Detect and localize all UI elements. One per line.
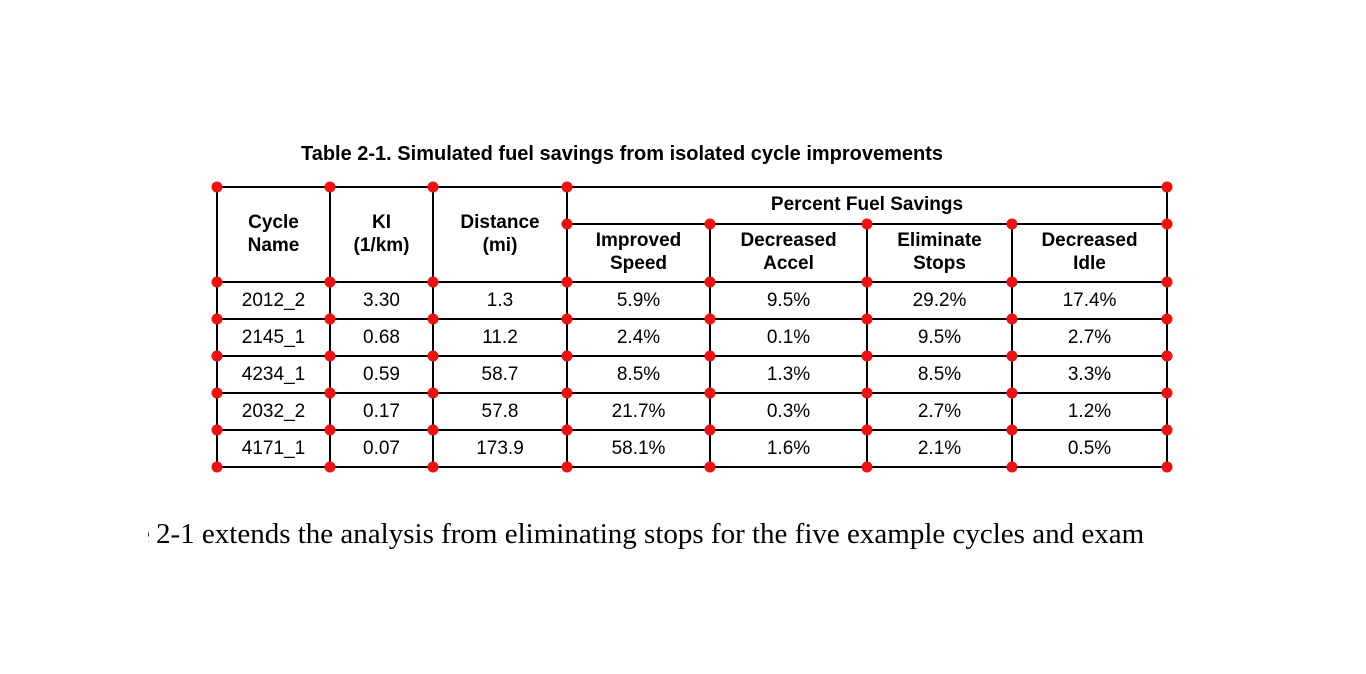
body-text: 2-1 extends the analysis from eliminatin… xyxy=(156,518,1145,550)
cell-distance: 57.8 xyxy=(432,392,568,431)
body-text-line: e2-1 extends the analysis from eliminati… xyxy=(148,518,1144,551)
col-header-cycle-name: Cycle Name xyxy=(216,186,331,283)
cell-eliminate-stops: 8.5% xyxy=(866,355,1013,394)
col-header-decreased-idle: Decreased Idle xyxy=(1011,223,1168,283)
cell-cycle-name: 4234_1 xyxy=(216,355,331,394)
cell-improved-speed: 2.4% xyxy=(566,318,711,357)
cell-ki: 3.30 xyxy=(329,281,434,320)
cell-ki: 0.07 xyxy=(329,429,434,468)
cell-eliminate-stops: 29.2% xyxy=(866,281,1013,320)
table-row: 4171_1 0.07 173.9 58.1% 1.6% 2.1% 0.5% xyxy=(216,429,1168,468)
cell-improved-speed: 58.1% xyxy=(566,429,711,468)
cut-off-character: e xyxy=(148,518,154,551)
col-header-decreased-accel: Decreased Accel xyxy=(709,223,868,283)
cell-distance: 58.7 xyxy=(432,355,568,394)
cell-improved-speed: 8.5% xyxy=(566,355,711,394)
cell-decreased-idle: 0.5% xyxy=(1011,429,1168,468)
header-row-sub: Improved Speed Decreased Accel Eliminate… xyxy=(217,223,1168,283)
cell-distance: 1.3 xyxy=(432,281,568,320)
cell-cycle-name: 2012_2 xyxy=(216,281,331,320)
group-header-percent-fuel-savings: Percent Fuel Savings xyxy=(566,186,1168,225)
table-row: 2012_2 3.30 1.3 5.9% 9.5% 29.2% 17.4% xyxy=(216,281,1168,320)
table-row: 4234_1 0.59 58.7 8.5% 1.3% 8.5% 3.3% xyxy=(216,355,1168,394)
cell-decreased-accel: 0.1% xyxy=(709,318,868,357)
cell-eliminate-stops: 2.7% xyxy=(866,392,1013,431)
header-row-group: Cycle Name KI (1/km) Distance (mi) Perce… xyxy=(216,186,1168,283)
cell-distance: 11.2 xyxy=(432,318,568,357)
table-row: 2145_1 0.68 11.2 2.4% 0.1% 9.5% 2.7% xyxy=(216,318,1168,357)
table-row: 2032_2 0.17 57.8 21.7% 0.3% 2.7% 1.2% xyxy=(216,392,1168,431)
cell-decreased-idle: 17.4% xyxy=(1011,281,1168,320)
cell-distance: 173.9 xyxy=(432,429,568,468)
cell-cycle-name: 2145_1 xyxy=(216,318,331,357)
cell-decreased-accel: 0.3% xyxy=(709,392,868,431)
cell-improved-speed: 21.7% xyxy=(566,392,711,431)
cell-decreased-idle: 2.7% xyxy=(1011,318,1168,357)
cell-cycle-name: 2032_2 xyxy=(216,392,331,431)
cell-decreased-accel: 1.6% xyxy=(709,429,868,468)
cell-eliminate-stops: 2.1% xyxy=(866,429,1013,468)
cell-decreased-idle: 1.2% xyxy=(1011,392,1168,431)
col-header-distance: Distance (mi) xyxy=(432,186,568,283)
cell-cycle-name: 4171_1 xyxy=(216,429,331,468)
cell-decreased-accel: 1.3% xyxy=(709,355,868,394)
fuel-savings-table: Cycle Name KI (1/km) Distance (mi) Perce… xyxy=(216,186,1168,468)
table-title: Table 2-1. Simulated fuel savings from i… xyxy=(300,143,944,165)
cell-improved-speed: 5.9% xyxy=(566,281,711,320)
cell-ki: 0.59 xyxy=(329,355,434,394)
cell-decreased-accel: 9.5% xyxy=(709,281,868,320)
cell-ki: 0.68 xyxy=(329,318,434,357)
cell-decreased-idle: 3.3% xyxy=(1011,355,1168,394)
cell-eliminate-stops: 9.5% xyxy=(866,318,1013,357)
col-header-improved-speed: Improved Speed xyxy=(566,223,711,283)
col-header-eliminate-stops: Eliminate Stops xyxy=(866,223,1013,283)
col-header-ki: KI (1/km) xyxy=(329,186,434,283)
cell-ki: 0.17 xyxy=(329,392,434,431)
